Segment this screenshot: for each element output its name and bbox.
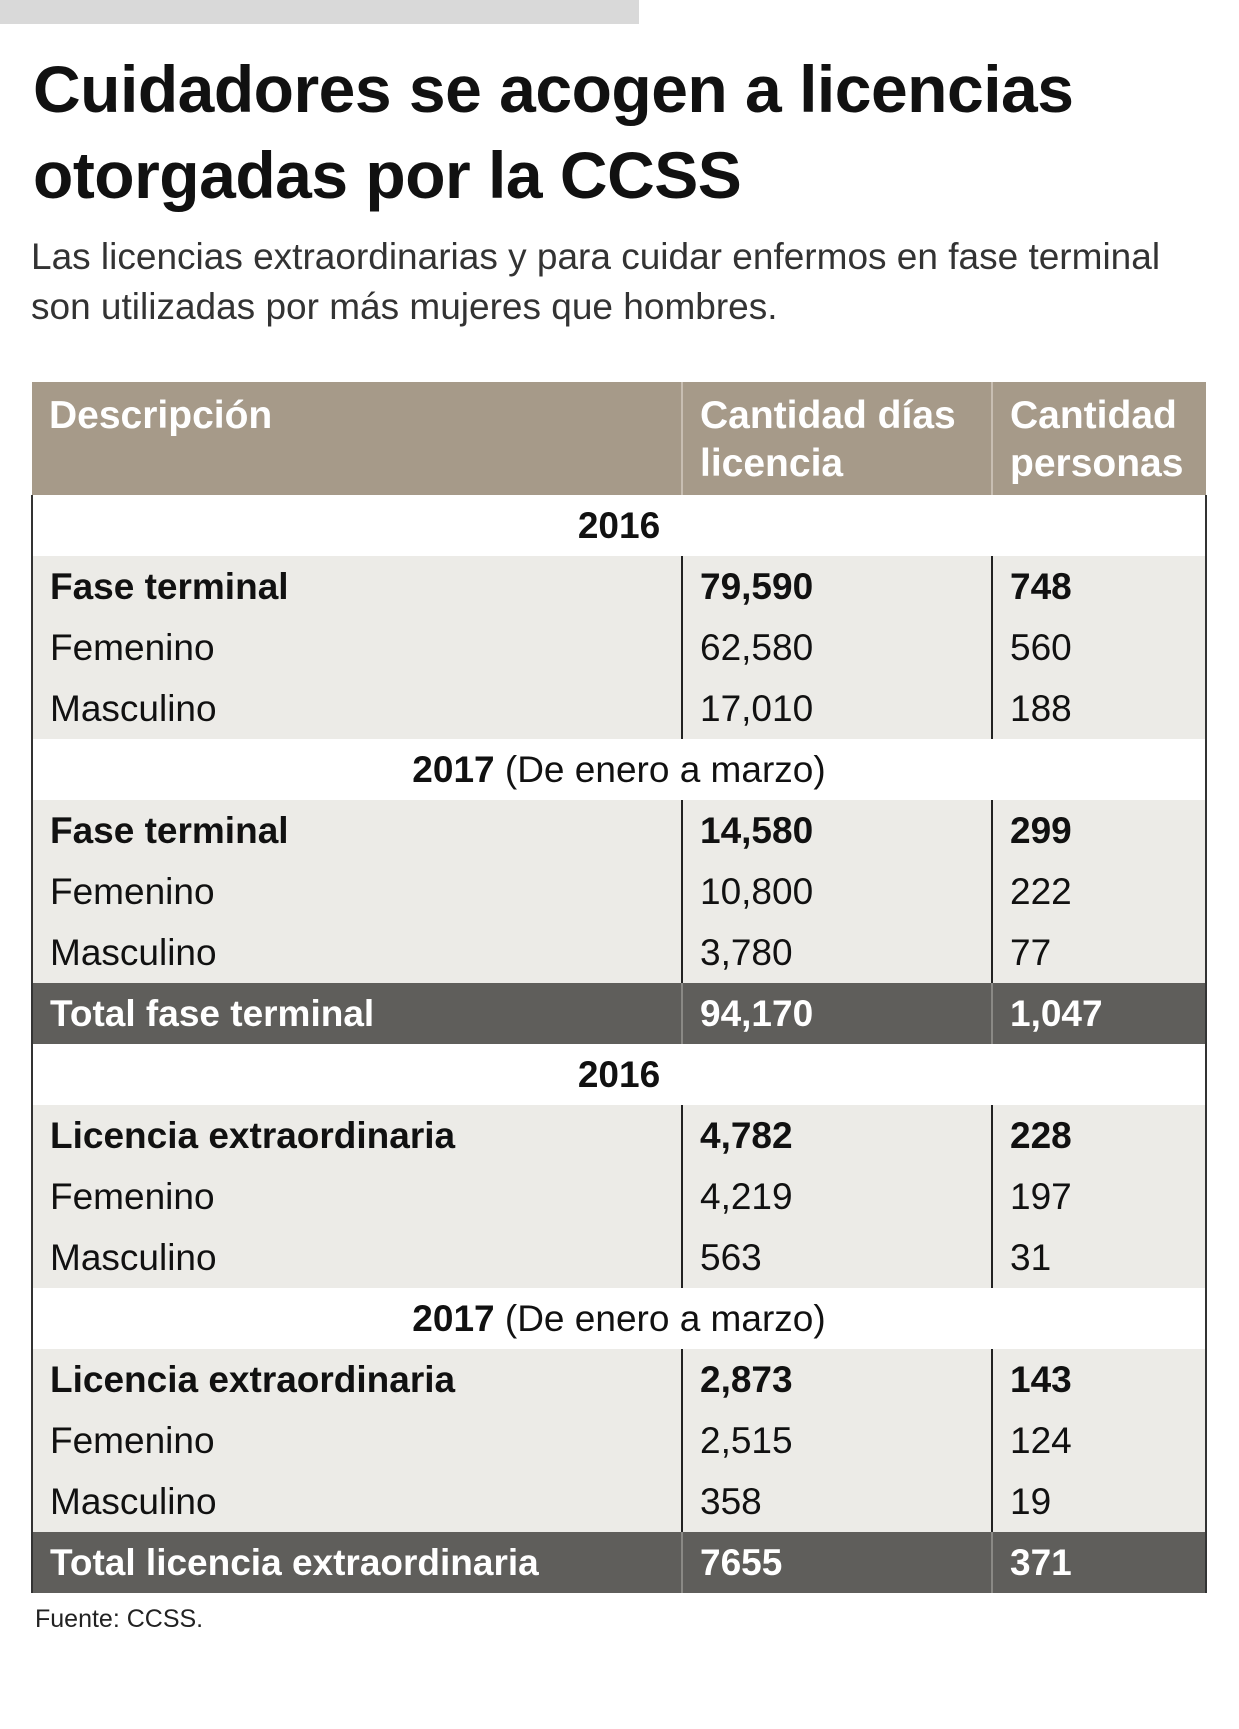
persons-cell: 748 <box>992 556 1206 617</box>
year-row: 2017 (De enero a marzo) <box>32 1288 1206 1349</box>
persons-cell: 31 <box>992 1227 1206 1288</box>
persons-cell: 222 <box>992 861 1206 922</box>
description-cell: Licencia extraordinaria <box>32 1105 683 1166</box>
year-label: 2017 <box>412 1298 495 1339</box>
description-cell: Femenino <box>32 1166 683 1227</box>
persons-cell: 188 <box>992 678 1206 739</box>
days-cell: 10,800 <box>682 861 993 922</box>
days-cell: 62,580 <box>682 617 993 678</box>
subtotal-row: Fase terminal 79,590 748 <box>32 556 1206 617</box>
year-note: (De enero a marzo) <box>504 749 826 790</box>
total-cell: 371 <box>992 1532 1206 1593</box>
description-cell: Fase terminal <box>32 556 683 617</box>
table-row: Femenino 10,800 222 <box>32 861 1206 922</box>
year-label: 2017 <box>412 749 495 790</box>
description-cell: Femenino <box>32 617 683 678</box>
header-personas: Cantidad personas <box>992 382 1206 495</box>
year-note: (De enero a marzo) <box>504 1298 826 1339</box>
year-cell: 2016 <box>32 1044 1206 1105</box>
table-row: Masculino 3,780 77 <box>32 922 1206 983</box>
days-cell: 2,873 <box>682 1349 993 1410</box>
persons-cell: 143 <box>992 1349 1206 1410</box>
total-cell: Total fase terminal <box>32 983 683 1044</box>
description-cell: Masculino <box>32 922 683 983</box>
header-dias: Cantidad días licencia <box>682 382 993 495</box>
total-cell: 7655 <box>682 1532 993 1593</box>
subtotal-row: Fase terminal 14,580 299 <box>32 800 1206 861</box>
top-bar <box>0 0 639 24</box>
persons-cell: 124 <box>992 1410 1206 1471</box>
description-cell: Femenino <box>32 861 683 922</box>
table-row: Masculino 563 31 <box>32 1227 1206 1288</box>
licencias-table: Descripción Cantidad días licencia Canti… <box>31 382 1207 1593</box>
persons-cell: 19 <box>992 1471 1206 1532</box>
header-descripcion: Descripción <box>32 382 683 495</box>
table-row: Masculino 17,010 188 <box>32 678 1206 739</box>
days-cell: 2,515 <box>682 1410 993 1471</box>
year-row: 2017 (De enero a marzo) <box>32 739 1206 800</box>
days-cell: 358 <box>682 1471 993 1532</box>
subtitle: Las licencias extraordinarias y para cui… <box>31 236 1161 327</box>
persons-cell: 560 <box>992 617 1206 678</box>
year-label: 2016 <box>577 1054 661 1095</box>
description-cell: Masculino <box>32 1471 683 1532</box>
description-cell: Licencia extraordinaria <box>32 1349 683 1410</box>
persons-cell: 197 <box>992 1166 1206 1227</box>
persons-cell: 228 <box>992 1105 1206 1166</box>
year-cell: 2017 (De enero a marzo) <box>32 1288 1206 1349</box>
subtotal-row: Licencia extraordinaria 4,782 228 <box>32 1105 1206 1166</box>
days-cell: 4,219 <box>682 1166 993 1227</box>
table-header: Descripción Cantidad días licencia Canti… <box>32 382 1206 495</box>
subtotal-row: Licencia extraordinaria 2,873 143 <box>32 1349 1206 1410</box>
description-cell: Masculino <box>32 1227 683 1288</box>
persons-cell: 299 <box>992 800 1206 861</box>
total-cell: 94,170 <box>682 983 993 1044</box>
persons-cell: 77 <box>992 922 1206 983</box>
content: Cuidadores se acogen a licencias otorgad… <box>0 46 1239 1634</box>
total-cell: Total licencia extraordinaria <box>32 1532 683 1593</box>
total-row: Total licencia extraordinaria 7655 371 <box>32 1532 1206 1593</box>
year-cell: 2016 <box>32 495 1206 556</box>
total-cell: 1,047 <box>992 983 1206 1044</box>
days-cell: 79,590 <box>682 556 993 617</box>
days-cell: 4,782 <box>682 1105 993 1166</box>
year-row: 2016 <box>32 495 1206 556</box>
days-cell: 3,780 <box>682 922 993 983</box>
table-row: Femenino 4,219 197 <box>32 1166 1206 1227</box>
year-cell: 2017 (De enero a marzo) <box>32 739 1206 800</box>
description-cell: Masculino <box>32 678 683 739</box>
days-cell: 14,580 <box>682 800 993 861</box>
year-label: 2016 <box>577 505 661 546</box>
table-row: Femenino 62,580 560 <box>32 617 1206 678</box>
table-row: Masculino 358 19 <box>32 1471 1206 1532</box>
page-title: Cuidadores se acogen a licencias otorgad… <box>33 52 1074 212</box>
total-row: Total fase terminal 94,170 1,047 <box>32 983 1206 1044</box>
source-note: Fuente: CCSS. <box>35 1605 204 1633</box>
days-cell: 17,010 <box>682 678 993 739</box>
description-cell: Femenino <box>32 1410 683 1471</box>
year-row: 2016 <box>32 1044 1206 1105</box>
days-cell: 563 <box>682 1227 993 1288</box>
description-cell: Fase terminal <box>32 800 683 861</box>
table-row: Femenino 2,515 124 <box>32 1410 1206 1471</box>
